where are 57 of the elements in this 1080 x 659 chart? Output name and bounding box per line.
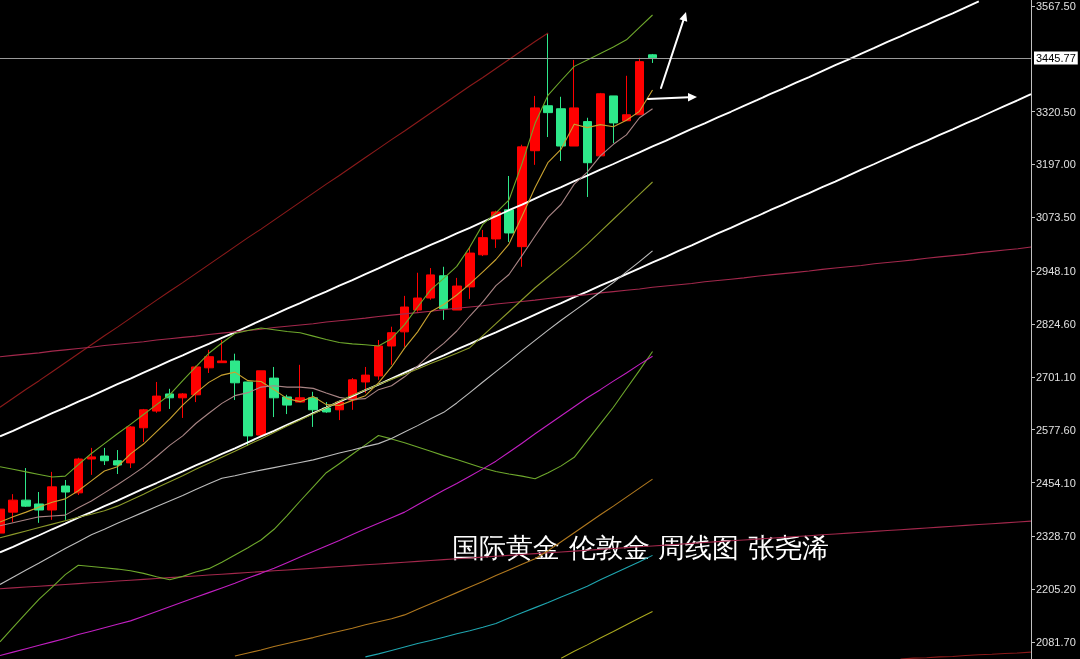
- candlestick: [178, 392, 187, 419]
- candlestick: [478, 229, 488, 257]
- candlestick: [504, 175, 514, 243]
- candlestick: [256, 370, 266, 438]
- line-series: [560, 610, 654, 659]
- candlestick: [74, 457, 83, 496]
- y-tick-label: 2577.60: [1036, 423, 1076, 436]
- y-tick-label: 2824.60: [1036, 317, 1076, 330]
- candlestick: [21, 467, 31, 508]
- y-tick-label: 2948.10: [1036, 265, 1076, 278]
- line-series: [0, 246, 1032, 358]
- candlestick: [569, 59, 579, 147]
- line-series: [0, 0, 980, 438]
- candlestick: [517, 144, 527, 268]
- y-tick-label: 2328.70: [1036, 530, 1076, 543]
- ref-line-label: 3445.77: [1036, 51, 1076, 64]
- candlestick: [100, 447, 109, 466]
- y-tick-label: 2081.70: [1036, 636, 1076, 648]
- candlestick: [609, 95, 618, 144]
- candlestick: [635, 57, 644, 116]
- candlestick: [361, 366, 370, 394]
- y-tick-label: 3197.00: [1036, 158, 1076, 171]
- candlestick: [217, 339, 227, 364]
- y-tick-label: 3073.50: [1036, 211, 1076, 224]
- y-tick-label: 2454.10: [1036, 476, 1076, 489]
- candlestick: [374, 339, 383, 381]
- line-series: [234, 478, 654, 657]
- candlestick: [387, 326, 396, 366]
- line-series: [0, 14, 654, 478]
- y-tick-label: 2205.20: [1036, 583, 1076, 596]
- candlestick: [61, 479, 70, 521]
- candlestick: [556, 96, 566, 162]
- y-tick-label: 3320.50: [1036, 105, 1076, 118]
- candlestick: [308, 391, 318, 428]
- candlestick: [113, 449, 122, 475]
- line-series: [0, 32, 549, 408]
- candlestick: [230, 353, 240, 401]
- candlestick: [191, 365, 201, 403]
- candlestick: [47, 471, 57, 521]
- candlestick: [543, 33, 553, 138]
- line-series: [899, 651, 1032, 659]
- candlestick: [426, 267, 435, 301]
- candlestick: [8, 493, 18, 523]
- y-tick-label: 2701.10: [1036, 370, 1076, 383]
- line-series: [0, 250, 654, 586]
- candlestick: [87, 447, 96, 476]
- candlestick: [596, 92, 605, 157]
- candlestick: [648, 53, 657, 64]
- candlestick: [439, 266, 448, 321]
- candlestick: [465, 246, 475, 300]
- candlestick: [583, 117, 592, 198]
- line-series: [0, 520, 1032, 590]
- candlestick: [126, 425, 135, 469]
- y-tick-label: 3567.50: [1036, 0, 1076, 12]
- candlestick: [530, 95, 540, 166]
- candlestick: [204, 349, 214, 374]
- candlestick: [139, 408, 148, 443]
